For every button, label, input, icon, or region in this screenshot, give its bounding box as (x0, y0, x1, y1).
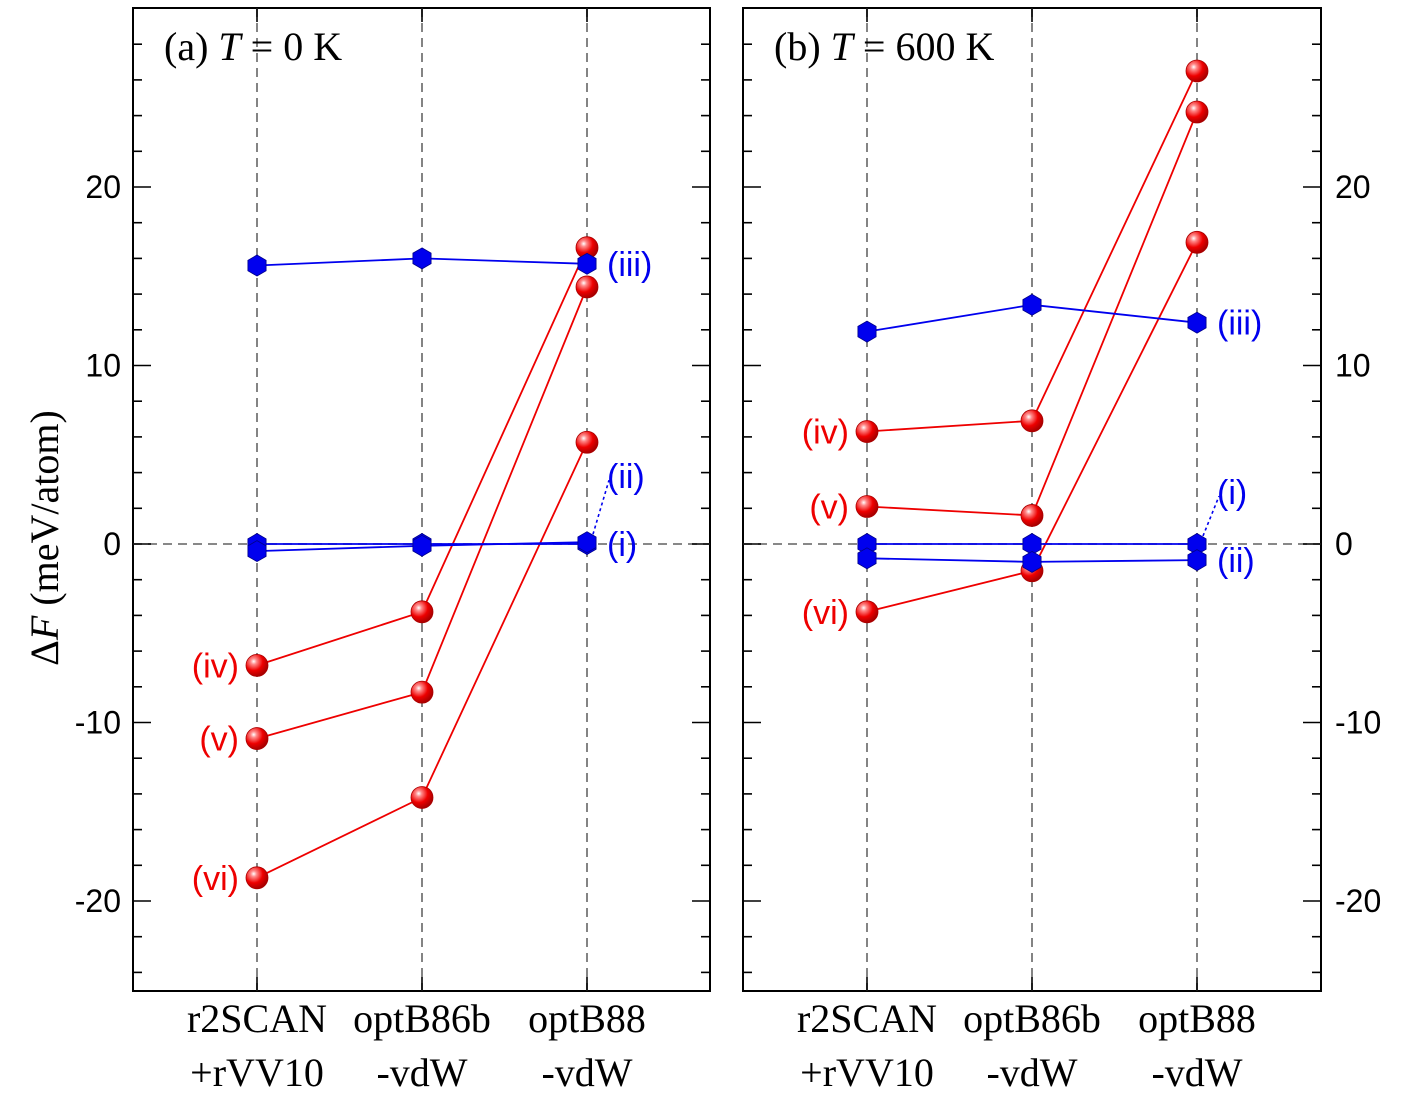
data-point (577, 531, 597, 554)
data-point (245, 653, 269, 677)
series-label: (iv) (192, 647, 239, 685)
x-category-label: optB88 (528, 996, 646, 1041)
data-point (575, 430, 599, 454)
x-category-label: r2SCAN (797, 996, 937, 1041)
x-category-label: -vdW (376, 1050, 467, 1095)
series-label: (ii) (607, 458, 645, 496)
x-category-label: -vdW (541, 1050, 632, 1095)
series-label: (v) (199, 721, 239, 759)
data-point (855, 600, 879, 624)
y-tick-label: 10 (1335, 348, 1371, 384)
data-point (855, 495, 879, 518)
x-category-label: -vdW (986, 1050, 1077, 1095)
series-label: (iii) (1217, 305, 1262, 343)
data-point (245, 727, 269, 750)
panel-a: -20 -10 0 10 20 r2SCAN +rVV10 optB86b -vdW optB88… (75, 7, 711, 1095)
y-tick-label: 20 (85, 169, 121, 205)
x-category-label: r2SCAN (187, 996, 327, 1041)
data-point (245, 866, 269, 890)
panel-b: -20 -10 0 10 20 r2SCAN +rVV10 optB86b -vdW optB88… (742, 7, 1381, 1095)
x-category-label: +rVV10 (190, 1050, 324, 1095)
panel-title: (a) T = 0 K (164, 24, 342, 69)
y-tick-label: -10 (75, 705, 121, 741)
panel-title: (b) T = 600 K (774, 24, 994, 69)
data-point (857, 547, 877, 570)
label-callout (1202, 495, 1220, 537)
data-point (1185, 230, 1209, 254)
data-point (1022, 293, 1042, 316)
data-point (1187, 311, 1207, 334)
data-point (575, 275, 599, 299)
series-label: (v) (809, 489, 849, 527)
series-label: (iv) (802, 414, 849, 452)
data-point (247, 254, 267, 277)
series-label: (i) (607, 526, 637, 564)
y-tick-label: 20 (1335, 169, 1371, 205)
x-category-label: optB88 (1138, 996, 1256, 1041)
data-point (412, 534, 432, 557)
plot-frame (132, 7, 711, 992)
data-point (857, 320, 877, 343)
series-label: (vi) (192, 860, 239, 898)
data-point (412, 247, 432, 270)
y-tick-label: 0 (103, 526, 121, 562)
data-point (577, 252, 597, 275)
y-axis-label: ΔF (meV/atom) (22, 410, 67, 666)
x-category-label: optB86b (963, 996, 1101, 1041)
series-label: (iii) (607, 246, 652, 284)
data-point (1022, 550, 1042, 573)
y-tick-label: -20 (1335, 883, 1381, 919)
data-point (855, 420, 879, 443)
data-point (1187, 549, 1207, 572)
y-tick-label: 0 (1335, 526, 1353, 562)
y-tick-label: 10 (85, 348, 121, 384)
data-point (410, 786, 434, 809)
data-point (1185, 59, 1209, 83)
series-label: (vi) (802, 594, 849, 632)
series-label: (ii) (1217, 542, 1255, 580)
x-category-label: +rVV10 (800, 1050, 934, 1095)
x-category-label: optB86b (353, 996, 491, 1041)
x-category-label: -vdW (1151, 1050, 1242, 1095)
data-point (410, 600, 434, 624)
series-label: (i) (1217, 474, 1247, 512)
data-point (1185, 100, 1209, 124)
data-point (1020, 504, 1044, 527)
y-tick-label: -20 (75, 883, 121, 919)
data-point (410, 680, 434, 704)
data-point (1020, 409, 1044, 433)
data-point (247, 540, 267, 563)
y-tick-label: -10 (1335, 705, 1381, 741)
